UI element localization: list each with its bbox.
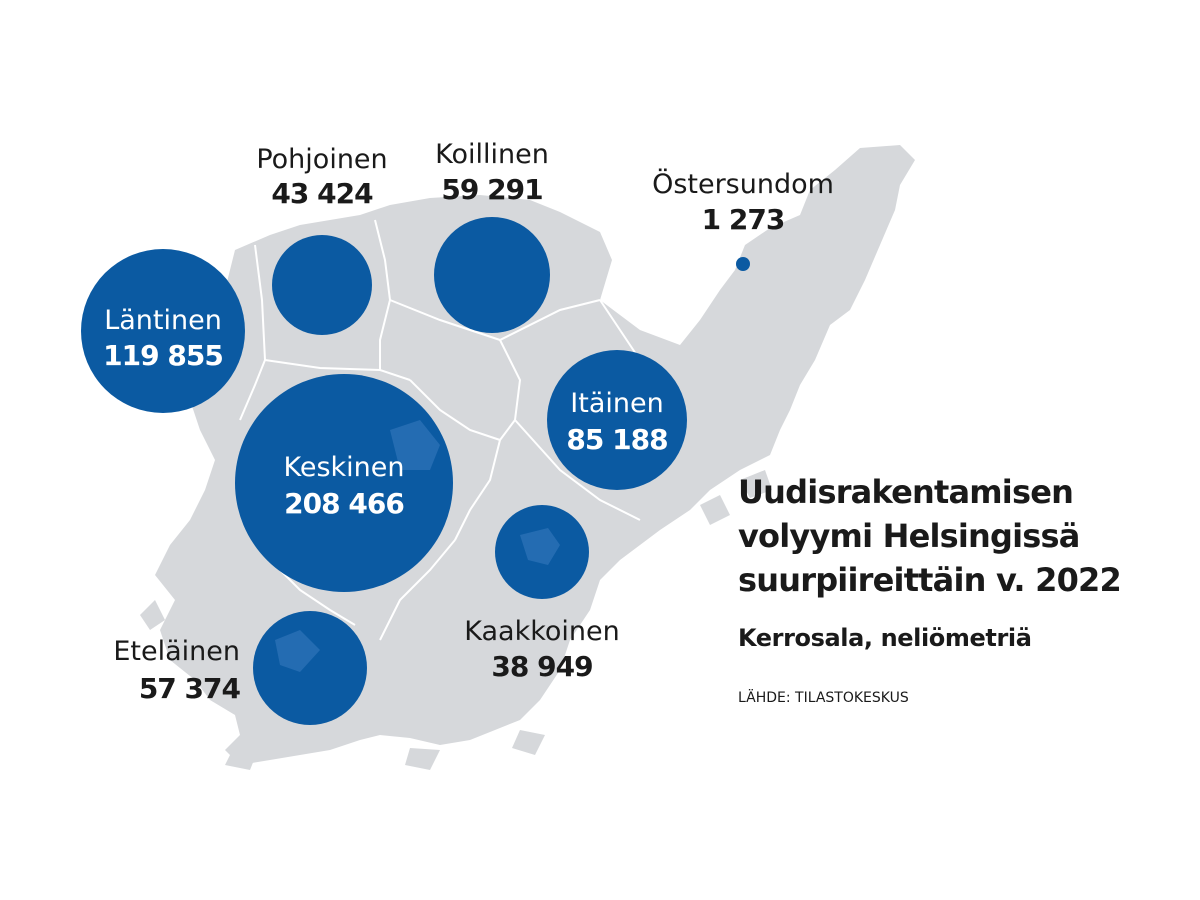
title-block: Uudisrakentamisen volyymi Helsingissä su…: [738, 470, 1178, 706]
label-kaakkoinen-name: Kaakkoinen: [464, 616, 620, 647]
label-keskinen-name: Keskinen: [283, 452, 404, 483]
bubble-lantinen: [81, 249, 245, 413]
district-borders: [239, 219, 661, 641]
label-etelainen-name: Eteläinen: [113, 636, 240, 667]
volume-bubbles: [81, 217, 750, 725]
chart-subtitle: Kerrosala, neliömetriä: [738, 624, 1032, 652]
label-keskinen-value: 208 466: [284, 487, 404, 520]
label-ostersundom-value: 1 273: [702, 203, 785, 236]
label-itainen-value: 85 188: [566, 423, 667, 456]
label-itainen-name: Itäinen: [570, 388, 663, 419]
bubble-ostersundom: [736, 257, 750, 271]
chart-title-line-2: volyymi Helsingissä: [738, 517, 1080, 555]
bubble-keskinen: [235, 374, 453, 592]
label-koillinen-name: Koillinen: [435, 139, 549, 170]
bubble-koillinen: [434, 217, 550, 333]
label-etelainen-value: 57 374: [139, 672, 241, 705]
label-ostersundom-name: Östersundom: [652, 168, 834, 200]
bubble-pohjoinen: [272, 235, 372, 335]
source-note: LÄHDE: TILASTOKESKUS: [738, 690, 909, 706]
district-labels: Pohjoinen 43 424 Koillinen 59 291 Östers…: [113, 139, 834, 705]
label-pohjoinen-name: Pohjoinen: [256, 144, 387, 175]
chart-title-line-1: Uudisrakentamisen: [738, 473, 1074, 511]
label-lantinen-name: Läntinen: [104, 305, 222, 336]
label-lantinen-value: 119 855: [103, 339, 223, 372]
bubble-etelainen: [253, 611, 367, 725]
island-overlays: [275, 420, 560, 672]
chart-title-line-3: suurpiireittäin v. 2022: [738, 561, 1122, 599]
bubble-itainen: [547, 350, 687, 490]
label-koillinen-value: 59 291: [441, 173, 542, 206]
label-kaakkoinen-value: 38 949: [491, 650, 592, 683]
label-pohjoinen-value: 43 424: [271, 177, 373, 210]
bubble-labels: Läntinen 119 855 Keskinen 208 466 Itäine…: [103, 305, 668, 520]
